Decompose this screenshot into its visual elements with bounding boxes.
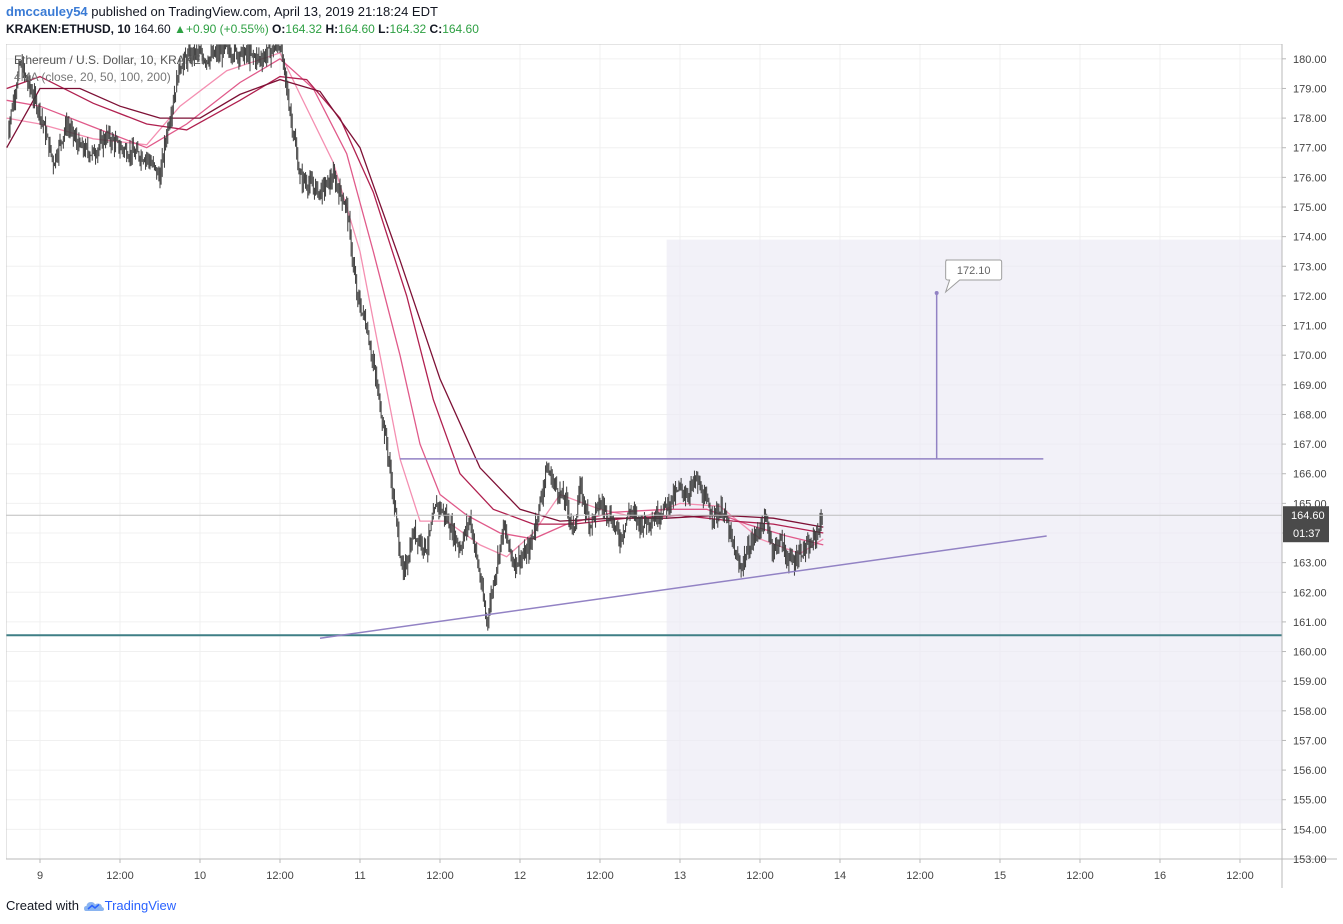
y-tick-label-5: 175.00 [1293, 202, 1327, 214]
y-tick-label-3: 177.00 [1293, 143, 1327, 155]
close-label: C: [429, 22, 443, 36]
y-tick-label-9: 171.00 [1293, 321, 1327, 333]
close-value: 164.60 [442, 22, 479, 36]
tradingview-cloud-icon[interactable] [83, 900, 105, 914]
y-tick-label-13: 167.00 [1293, 439, 1327, 451]
x-tick-label-10: 14 [834, 870, 846, 882]
y-tick-label-21: 159.00 [1293, 676, 1327, 688]
y-tick-label-19: 161.00 [1293, 617, 1327, 629]
high-label: H: [325, 22, 339, 36]
drawings: 172.10 [6, 259, 1282, 639]
x-tick-label-13: 12:00 [1066, 870, 1094, 882]
y-tick-label-0: 180.00 [1293, 54, 1327, 66]
open-value: 164.32 [285, 22, 323, 36]
x-tick-label-3: 12:00 [266, 870, 294, 882]
y-tick-label-8: 172.00 [1293, 291, 1327, 303]
x-tick-label-8: 13 [674, 870, 686, 882]
x-tick-label-1: 12:00 [106, 870, 134, 882]
x-tick-label-11: 12:00 [906, 870, 934, 882]
y-tick-label-23: 157.00 [1293, 735, 1327, 747]
y-tick-label-11: 169.00 [1293, 380, 1327, 392]
x-tick-label-9: 12:00 [746, 870, 774, 882]
candles [8, 44, 823, 631]
indicator-label[interactable]: 4MA (close, 20, 50, 100, 200) [14, 70, 171, 84]
footer: Created with TradingView [6, 898, 176, 914]
price-badge-bg [1283, 506, 1329, 543]
x-tick-label-2: 10 [194, 870, 206, 882]
target-callout [944, 259, 1003, 294]
price-badge-countdown: 01:37 [1293, 528, 1321, 540]
publish-line: dmccauley54 published on TradingView.com… [6, 4, 438, 19]
y-tick-label-12: 168.00 [1293, 409, 1327, 421]
ma-line-ma-20 [6, 52, 824, 558]
price-badge: 164.60 01:37 [1283, 506, 1329, 543]
y-tick-label-6: 174.00 [1293, 232, 1327, 244]
y-tick-label-14: 166.00 [1293, 469, 1327, 481]
y-tick-label-20: 160.00 [1293, 647, 1327, 659]
publish-info: published on TradingView.com, April 13, … [87, 4, 438, 19]
low-label: L: [378, 22, 390, 36]
ma-line-ma-50 [6, 57, 824, 546]
low-value: 164.32 [389, 22, 427, 36]
x-tick-label-14: 16 [1154, 870, 1166, 882]
price-change: +0.90 (+0.55%) [185, 22, 269, 36]
x-tick-label-4: 11 [354, 870, 365, 882]
x-tick-label-15: 12:00 [1226, 870, 1254, 882]
high-value: 164.60 [338, 22, 375, 36]
price-chart[interactable]: 172.10 180.00 179.00 178.00 177.00 176.00 175… [6, 44, 1337, 888]
x-tick-label-7: 12:00 [586, 870, 614, 882]
symbol-label: KRAKEN:ETHUSD, 10 [6, 22, 131, 36]
y-tick-label-24: 156.00 [1293, 765, 1327, 777]
y-tick-label-7: 173.00 [1293, 261, 1327, 273]
y-tick-label-22: 158.00 [1293, 706, 1327, 718]
created-with-label: Created with [6, 898, 79, 913]
chart-title: Ethereum / U.S. Dollar, 10, KRAKEN [14, 53, 210, 67]
ascending-trendline [319, 535, 1047, 639]
y-tick-label-17: 163.00 [1293, 558, 1327, 570]
x-tick-label-0: 9 [37, 870, 43, 882]
x-tick-label-5: 12:00 [426, 870, 454, 882]
y-tick-label-26: 154.00 [1293, 824, 1327, 836]
y-tick-label-4: 176.00 [1293, 172, 1327, 184]
ohlc-line: KRAKEN:ETHUSD, 10 164.60 ▲+0.90 (+0.55%)… [6, 22, 479, 36]
y-tick-label-1: 179.00 [1293, 83, 1327, 95]
up-arrow-icon: ▲ [174, 22, 186, 36]
target-point [934, 290, 939, 295]
y-tick-label-10: 170.00 [1293, 350, 1327, 362]
tradingview-link[interactable]: TradingView [104, 898, 177, 913]
y-tick-label-25: 155.00 [1293, 795, 1327, 807]
x-tick-label-12: 15 [994, 870, 1006, 882]
open-label: O: [272, 22, 286, 36]
author-name[interactable]: dmccauley54 [6, 4, 88, 19]
y-tick-label-2: 178.00 [1293, 113, 1327, 125]
price-badge-value: 164.60 [1291, 510, 1325, 522]
y-tick-label-18: 162.00 [1293, 587, 1327, 599]
x-tick-label-6: 12 [514, 870, 526, 882]
time-axis: 9 12:00 10 12:00 11 12:00 12 12:00 13 12:00 14 12:0… [37, 859, 1254, 882]
last-price: 164.60 [134, 22, 171, 36]
target-label: 172.10 [957, 265, 991, 277]
y-tick-label-27: 153.00 [1293, 854, 1327, 866]
